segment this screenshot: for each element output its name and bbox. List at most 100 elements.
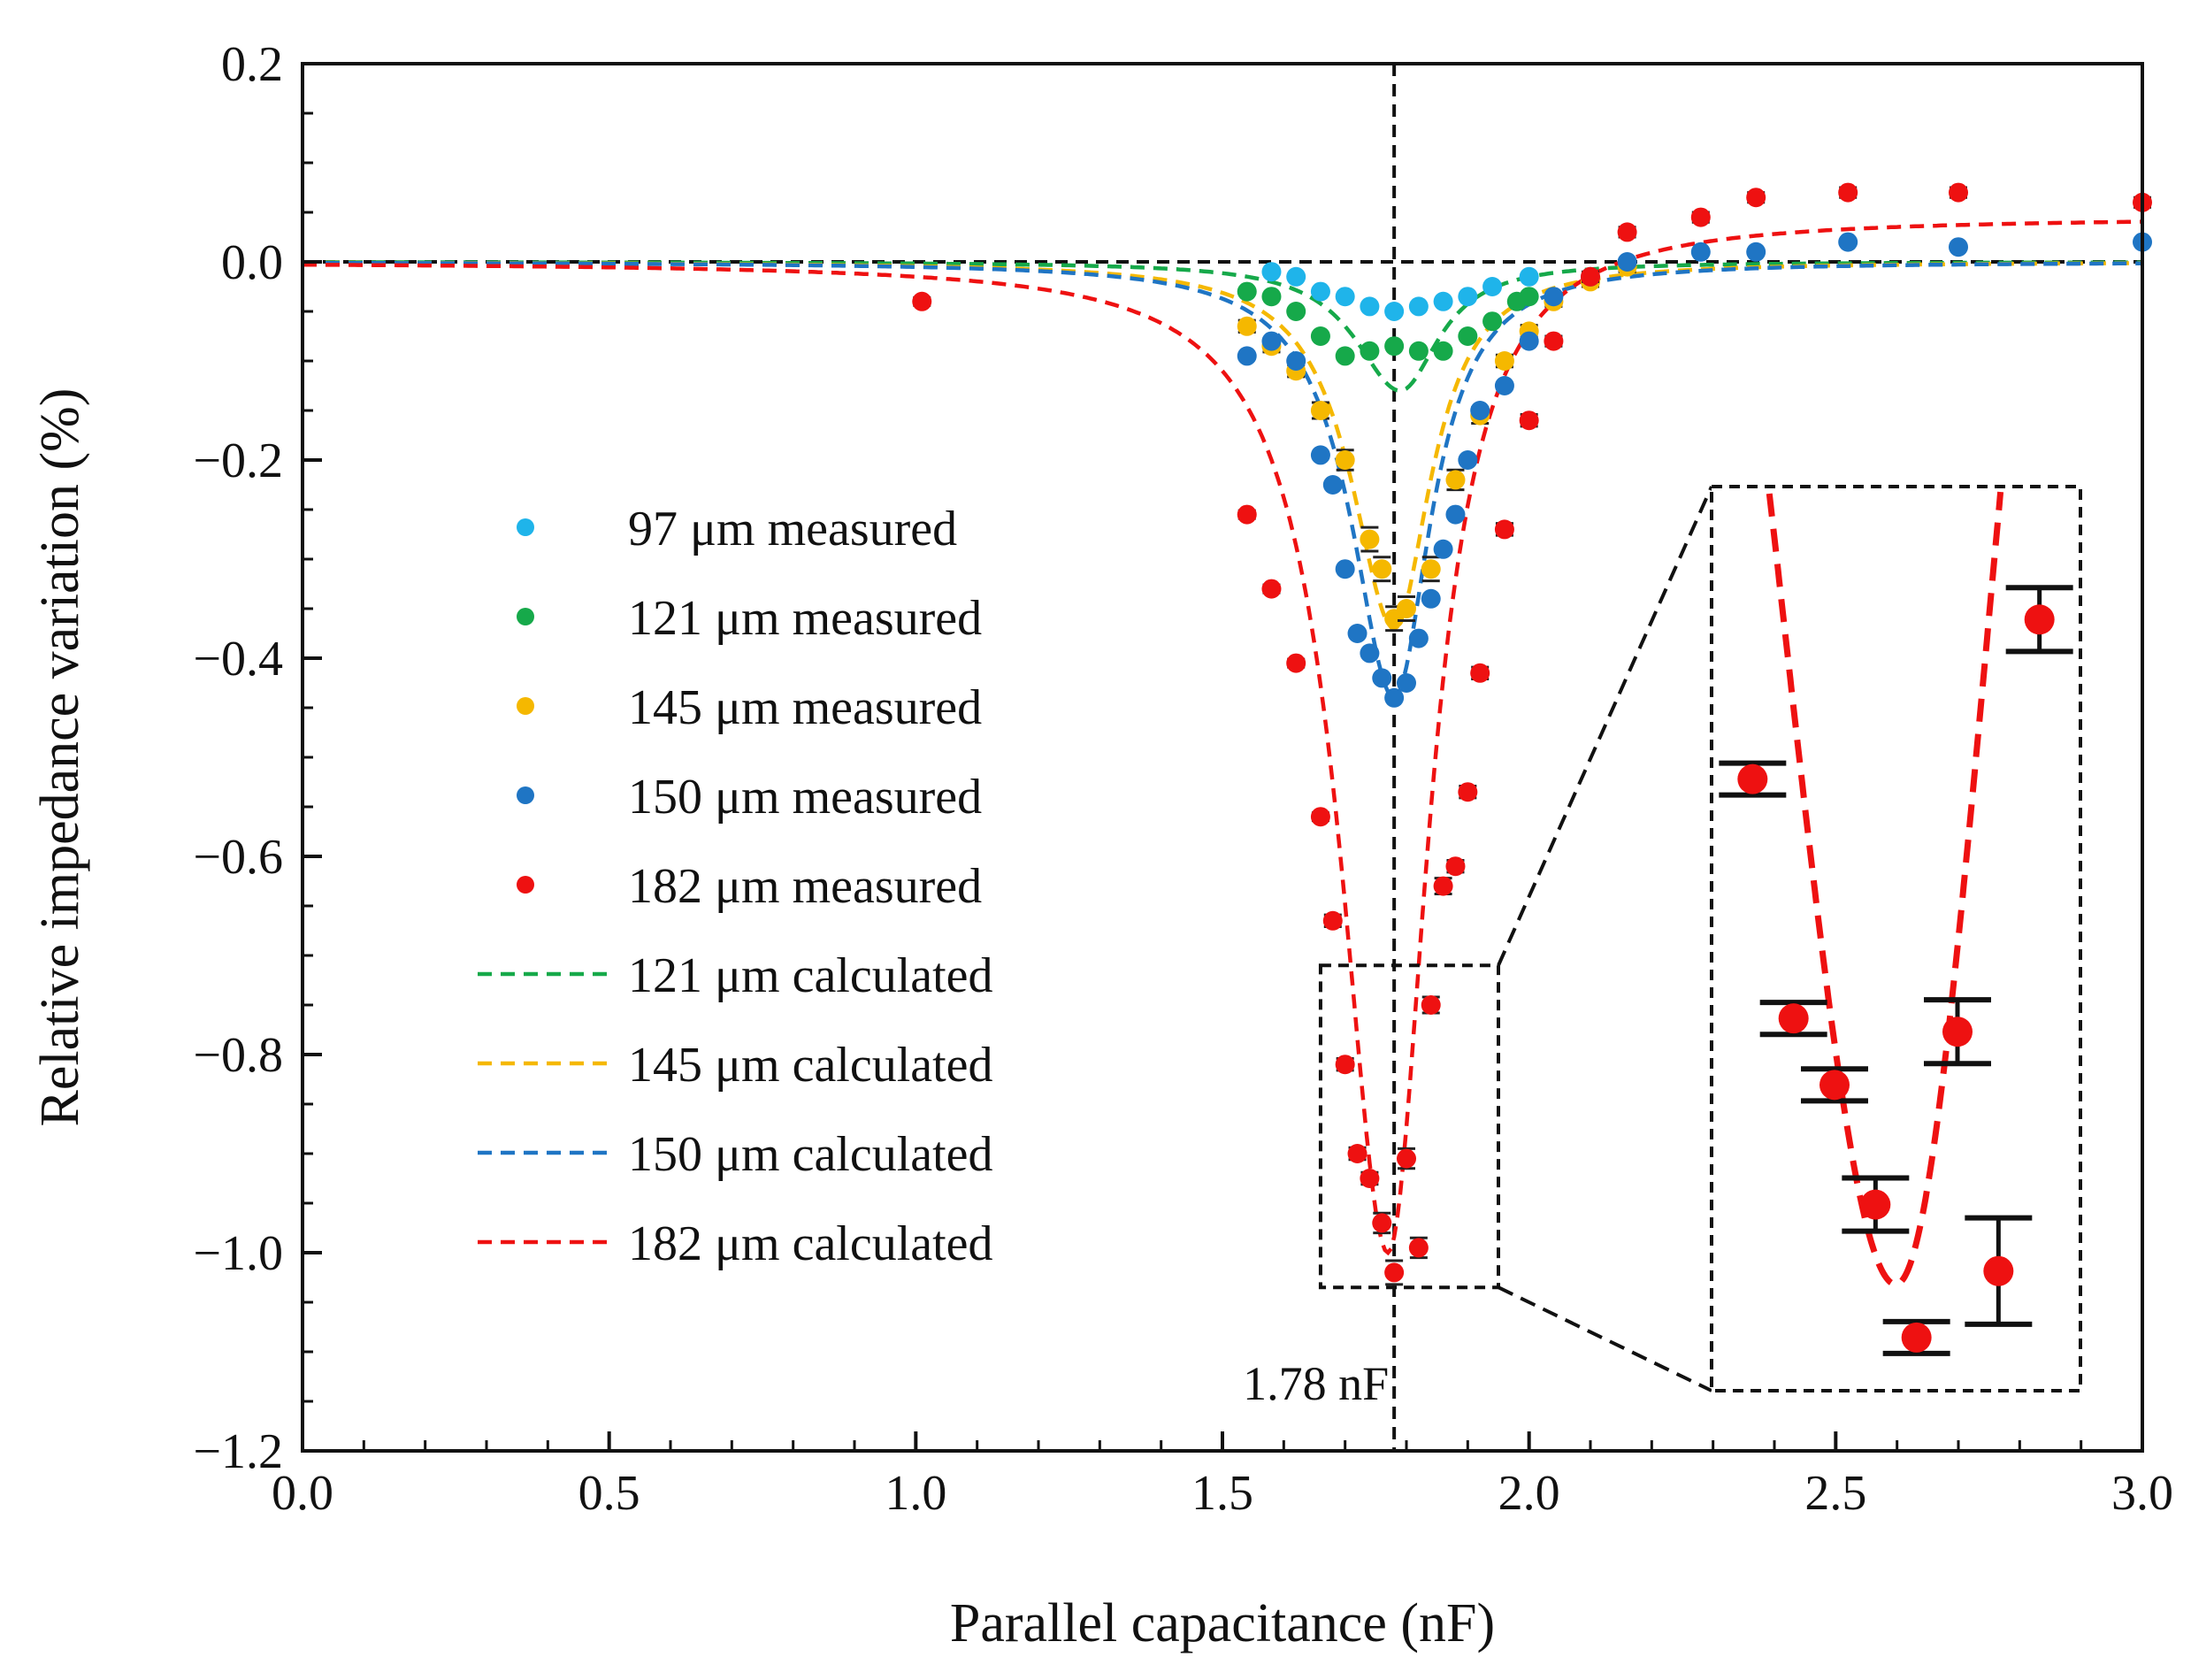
- point-series-3: [1544, 287, 1564, 307]
- axis-ticks: 0.0 0.5 1.0 1.5 2.0 2.5 3.0 0.2 0.0 −0.2 −0.4 −0.6 −…: [193, 37, 2173, 1521]
- point-series-4: [1322, 910, 1343, 931]
- calculated-curve-3: [303, 219, 2143, 1256]
- legend-label: 97 μm measured: [628, 502, 957, 556]
- x-tick-label: 0.5: [578, 1466, 640, 1521]
- point-series-1: [1237, 281, 1257, 302]
- point-series-3: [1384, 687, 1405, 708]
- point-series-1: [1482, 311, 1503, 332]
- point-series-3: [1690, 242, 1711, 262]
- inset-calculated-curve: [1766, 491, 2004, 1288]
- calculated-curves: [303, 219, 2143, 1256]
- point-series-4: [1433, 876, 1453, 896]
- point-series-1: [1286, 302, 1306, 321]
- legend-label: 145 μm calculated: [628, 1038, 993, 1093]
- point-series-0: [1384, 302, 1405, 321]
- x-tick-label: 2.5: [1804, 1466, 1866, 1521]
- legend-item: 182 μm measured: [517, 859, 982, 914]
- y-tick-label: −0.8: [193, 1028, 283, 1083]
- point-series-4: [1408, 1238, 1429, 1258]
- legend-item: 145 μm calculated: [478, 1038, 993, 1093]
- legend-marker: [517, 876, 534, 894]
- x-tick-label: 3.0: [2111, 1466, 2173, 1521]
- measured-points: [912, 182, 2152, 1286]
- point-series-4: [1372, 1213, 1392, 1233]
- legend-item: 121 μm measured: [517, 591, 982, 646]
- legend-label: 150 μm measured: [628, 770, 982, 825]
- point-series-3: [1458, 450, 1478, 470]
- point-series-0: [1286, 266, 1306, 287]
- point-series-4: [1470, 663, 1490, 683]
- inset-point: [2024, 604, 2055, 635]
- y-tick-label: 0.2: [221, 37, 283, 92]
- y-tick-label: −0.4: [193, 632, 283, 687]
- point-series-4: [1838, 182, 1858, 203]
- point-series-0: [1335, 287, 1355, 307]
- point-series-4: [1445, 856, 1466, 877]
- inset-point: [1860, 1189, 1891, 1220]
- point-series-3: [1838, 232, 1858, 252]
- point-series-4: [1494, 519, 1514, 540]
- point-series-4: [1397, 1148, 1416, 1169]
- point-series-3: [1237, 346, 1257, 366]
- point-series-3: [1397, 673, 1416, 693]
- inset-point: [1901, 1322, 1932, 1353]
- point-series-3: [1347, 624, 1367, 643]
- point-series-1: [1261, 287, 1282, 307]
- legend-item: 150 μm measured: [517, 770, 982, 825]
- point-series-1: [1458, 326, 1478, 346]
- zoom-inset-box: [1710, 485, 2082, 1392]
- y-axis-title: Relative impedance variation (%): [30, 388, 90, 1127]
- point-series-4: [1458, 782, 1478, 802]
- x-tick-label: 1.5: [1191, 1466, 1253, 1521]
- point-series-0: [1360, 296, 1380, 317]
- point-series-2: [1372, 559, 1392, 579]
- y-tick-label: −1.2: [193, 1424, 283, 1479]
- point-series-3: [1322, 475, 1343, 495]
- point-series-4: [1347, 1144, 1367, 1163]
- zoom-inset: [1318, 485, 2082, 1392]
- point-series-3: [1470, 401, 1490, 420]
- point-series-1: [1519, 287, 1539, 307]
- legend: 97 μm measured 121 μm measured 145 μm meas…: [478, 502, 993, 1271]
- zoom-source-box: [1318, 963, 1501, 1290]
- y-tick-label: −1.0: [193, 1226, 283, 1281]
- point-series-2: [1237, 316, 1257, 336]
- point-series-0: [1482, 277, 1503, 296]
- zoom-connector: [1497, 486, 1713, 967]
- legend-label: 121 μm measured: [628, 591, 982, 646]
- point-series-3: [1261, 331, 1282, 351]
- point-series-1: [1433, 341, 1453, 361]
- point-series-0: [1519, 266, 1539, 287]
- point-series-3: [1286, 351, 1306, 371]
- zoom-connector: [1498, 1285, 1712, 1392]
- point-series-2: [1360, 529, 1380, 549]
- inset-point: [1778, 1003, 1809, 1034]
- point-series-4: [1519, 410, 1539, 431]
- point-series-2: [1310, 401, 1330, 420]
- point-series-2: [1494, 351, 1514, 371]
- legend-label: 150 μm calculated: [628, 1127, 993, 1182]
- calculated-curve-2: [303, 260, 2142, 701]
- point-series-3: [1372, 668, 1392, 688]
- point-series-3: [1360, 643, 1380, 664]
- point-series-3: [1949, 237, 1968, 257]
- legend-item: 145 μm measured: [517, 680, 982, 735]
- legend-marker: [517, 608, 534, 625]
- legend-label: 121 μm calculated: [628, 948, 993, 1003]
- inset-point: [1983, 1255, 2014, 1286]
- reference-line-label: 1.78 nF: [1243, 1357, 1389, 1410]
- inset-point: [1819, 1070, 1850, 1101]
- inset-point: [1942, 1016, 1973, 1047]
- point-series-4: [1384, 1262, 1405, 1283]
- point-series-2: [1445, 470, 1466, 490]
- point-series-4: [1360, 1169, 1380, 1188]
- point-series-4: [1335, 1055, 1355, 1075]
- point-series-4: [1544, 331, 1564, 351]
- point-series-1: [1335, 346, 1355, 366]
- point-series-4: [1286, 653, 1306, 673]
- x-axis-title: Parallel capacitance (nF): [950, 1593, 1495, 1653]
- point-series-0: [1433, 291, 1453, 311]
- x-tick-label: 2.0: [1498, 1466, 1560, 1521]
- point-series-0: [1408, 296, 1429, 317]
